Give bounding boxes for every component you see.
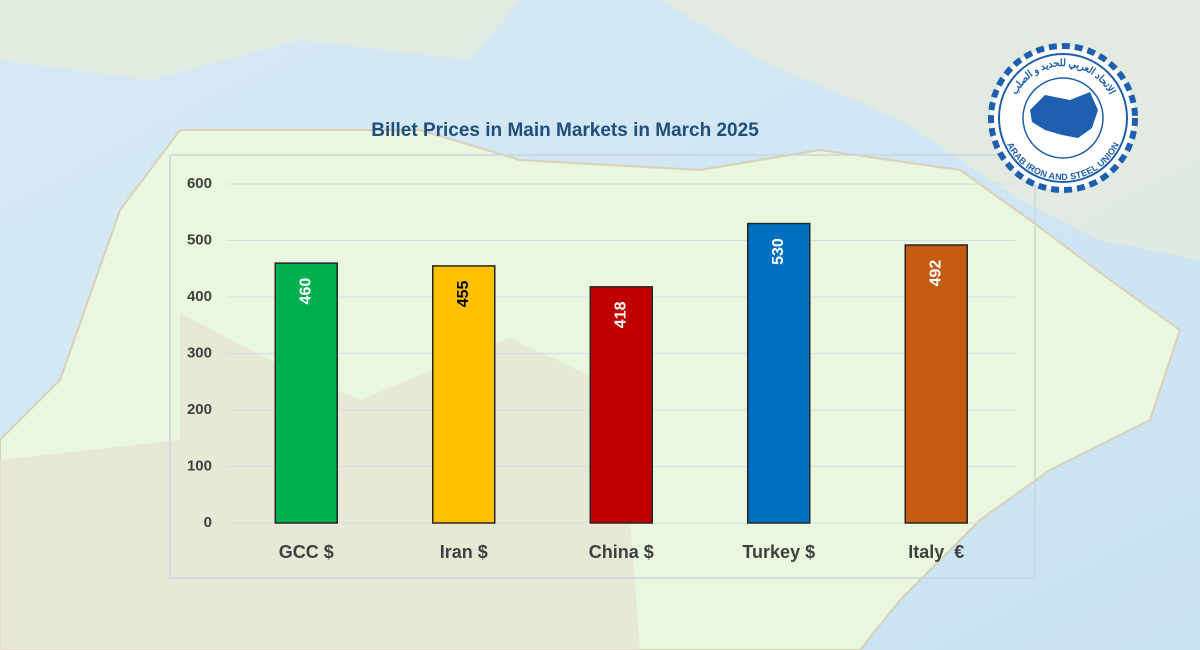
value-label: 492 xyxy=(927,260,944,287)
bar xyxy=(432,265,496,524)
x-tick-label: China $ xyxy=(589,542,654,562)
value-label: 460 xyxy=(297,278,314,305)
y-tick-label: 100 xyxy=(187,457,212,474)
chart-title: Billet Prices in Main Markets in March 2… xyxy=(371,120,759,141)
land xyxy=(0,0,520,80)
x-tick-label: Iran $ xyxy=(440,542,488,562)
bar xyxy=(747,222,811,524)
bar xyxy=(904,244,968,524)
value-label: 455 xyxy=(455,280,472,307)
value-label: 530 xyxy=(770,238,787,265)
bar xyxy=(589,286,653,524)
logo: الاتحاد العربي للحديد و الصلب ARAB IRON … xyxy=(988,43,1138,193)
logo-map xyxy=(1030,92,1098,138)
y-tick-label: 400 xyxy=(187,288,212,305)
y-tick-label: 0 xyxy=(204,514,212,531)
y-tick-label: 500 xyxy=(187,231,212,248)
y-tick-label: 300 xyxy=(187,344,212,361)
x-tick-label: Italy € xyxy=(908,542,964,562)
x-tick-label: GCC $ xyxy=(279,542,334,562)
bar xyxy=(274,262,338,524)
value-label: 418 xyxy=(612,301,629,328)
y-tick-label: 600 xyxy=(187,175,212,192)
y-tick-label: 200 xyxy=(187,401,212,418)
x-tick-label: Turkey $ xyxy=(742,542,815,562)
plot-frame xyxy=(169,154,1036,579)
